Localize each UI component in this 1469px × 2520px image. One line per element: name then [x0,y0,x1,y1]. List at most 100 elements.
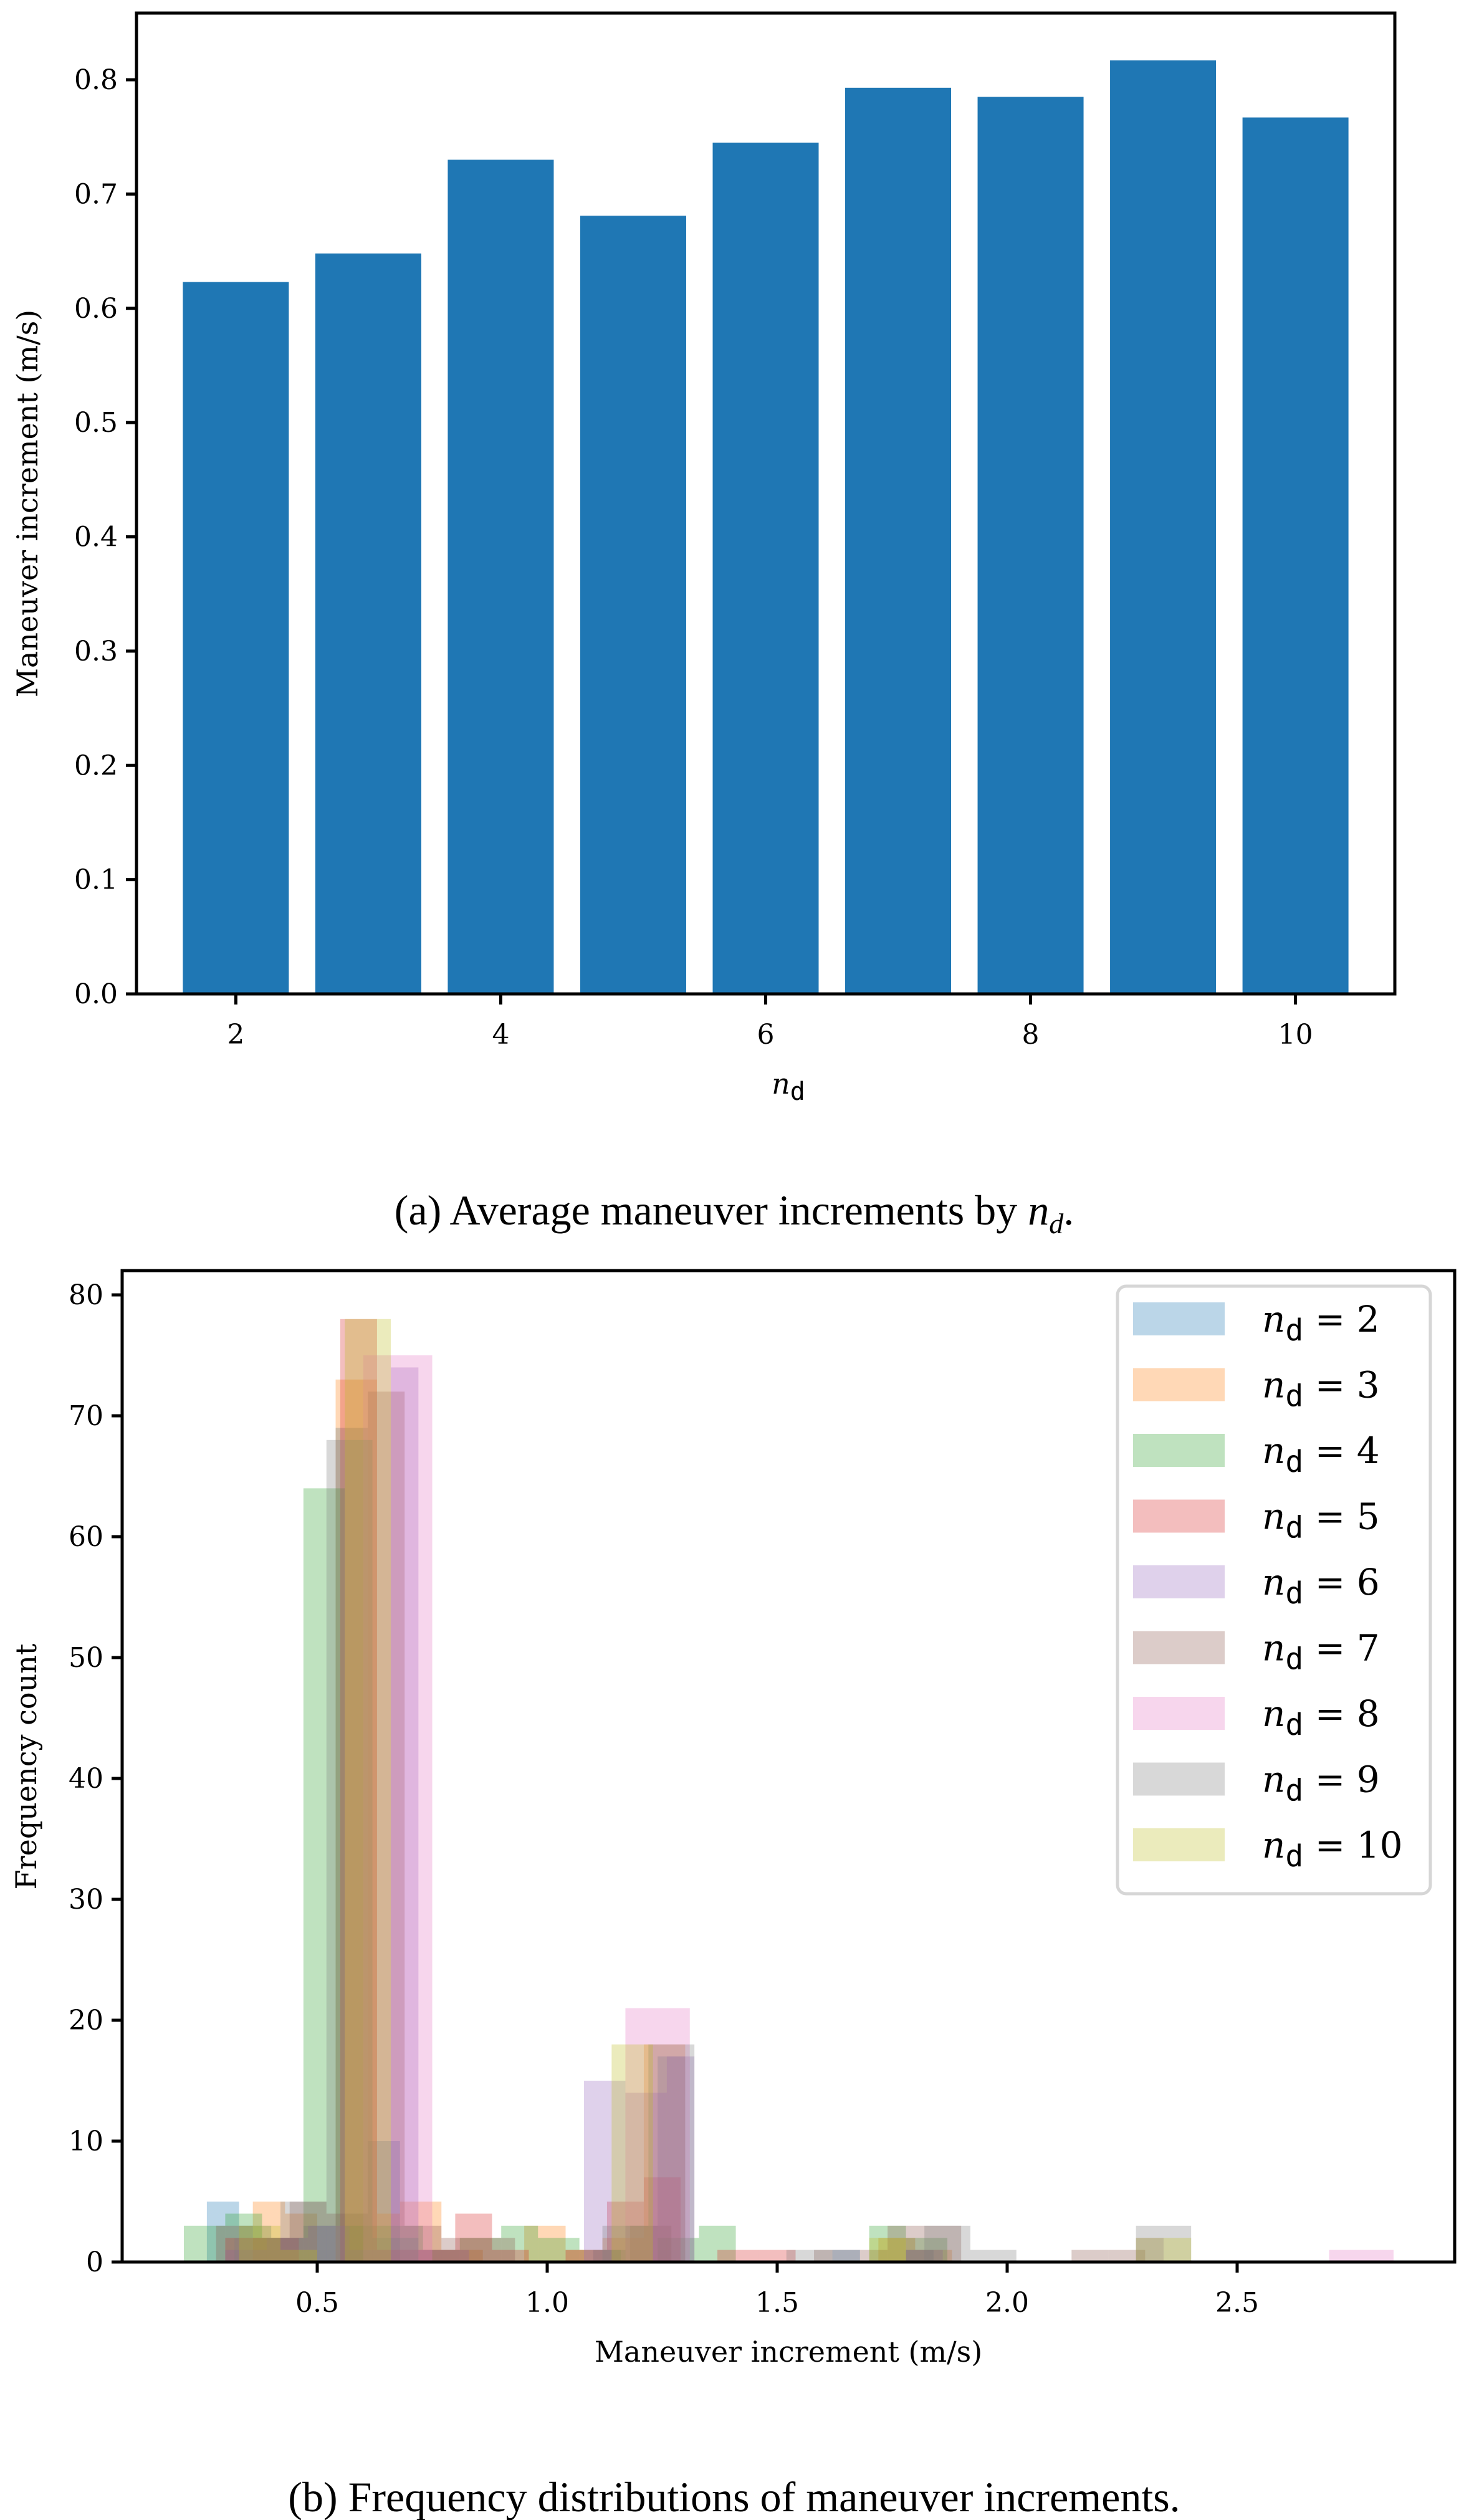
histogram-bin [643,2044,686,2262]
histogram-series-nd-7 [216,1391,1146,2262]
histogram-bin [832,2250,860,2262]
histogram-bin [906,2238,948,2262]
legend-swatch [1133,1697,1225,1730]
histogram-bin [1136,2225,1192,2262]
legend-item-nd-9: nd = 9 [1133,1759,1380,1808]
legend-swatch [1133,1302,1225,1335]
bar-nd-7 [845,87,952,995]
histogram-bin [611,2044,653,2262]
y-tick-label: 70 [69,1400,103,1432]
histogram-series-nd-8 [363,1355,1394,2262]
histogram-bin [441,2250,483,2262]
histogram-bin [391,1367,419,2262]
histogram-bin [372,2238,419,2262]
histogram-frequency-distributions: 0 10 20 30 40 50 60 70 80 0.5 1.0 1.5 2.0 2.5 Freque… [9,1269,1457,2369]
histogram-bin [584,2081,626,2262]
histogram-bin [441,2238,479,2262]
histogram-bin [239,2225,272,2262]
histogram-bin [666,2056,695,2262]
histogram-bin [643,2177,681,2262]
histogram-bin [786,2250,833,2262]
histogram-bin [478,2238,515,2262]
y-tick-label: 0.6 [74,293,118,325]
legend-swatch [1133,1499,1225,1533]
bar-nd-4 [447,160,554,994]
histogram-series-nd-9 [234,1439,1192,2262]
bar-nd-2 [183,282,289,995]
x-axis-label: nd [772,1067,805,1106]
y-tick-label: 0 [86,2246,103,2278]
bar-nd-10 [1242,117,1349,994]
histogram-bin [717,2250,759,2262]
histogram-bin [345,1319,391,2262]
histogram-bin [814,2250,851,2262]
histogram-bin [906,2250,934,2262]
y-tick-label: 0.1 [74,864,118,896]
histogram-bin [888,2225,925,2262]
x-tick-label: 10 [1278,1019,1313,1051]
histogram-bin [326,2213,368,2262]
caption-a: (a) Average maneuver increments by nd. [395,1186,1074,1239]
y-tick-label: 0.5 [74,407,118,439]
histogram-series-nd-2 [206,1428,934,2262]
histogram-bin [593,2250,626,2262]
y-tick-label: 0.2 [74,750,118,781]
legend-item-nd-6: nd = 6 [1133,1561,1380,1611]
y-tick-label: 50 [69,1642,103,1674]
histogram-bin [625,2225,658,2262]
histogram-bin [625,2093,667,2262]
x-tick-label: 2 [227,1019,244,1051]
histogram-bin [262,2238,299,2262]
y-tick-label: 0.8 [74,64,118,96]
x-tick-label: 6 [757,1019,775,1051]
y-tick-label: 60 [69,1521,103,1553]
histogram-series-nd-4 [183,1488,948,2262]
histogram-bin [303,2225,336,2262]
histogram-bin [345,2225,382,2262]
legend-label: nd = 10 [1262,1824,1403,1874]
histogram-bin [878,2238,916,2262]
histogram-bin [915,2250,952,2262]
y-axis-label: Frequency count [9,1643,43,1889]
histogram-bin [524,2225,566,2262]
histogram-bin [340,1319,377,2262]
histogram-bin [335,1428,368,2262]
bar-nd-9 [1110,60,1217,994]
histogram-bin [492,2250,529,2262]
y-axis-ticks: 0 10 20 30 40 50 60 70 80 [69,1279,122,2278]
histogram-bin [602,2225,649,2262]
histogram-bin [225,2238,262,2262]
legend-swatch [1133,1762,1225,1796]
histogram-bin [625,2008,690,2262]
histogram-bin [280,2202,327,2262]
y-tick-label: 10 [69,2126,103,2157]
legend-item-nd-8: nd = 8 [1133,1692,1380,1742]
histogram-bin [459,2238,502,2262]
histogram-bin [280,2250,317,2262]
histogram-bin [418,2250,456,2262]
histogram-bin [368,2141,400,2262]
x-tick-label: 4 [492,1019,509,1051]
legend-label: nd = 9 [1262,1759,1380,1808]
plot-frame [120,1269,1457,2264]
y-axis-ticks: 0.0 0.1 0.2 0.3 0.4 0.5 0.6 0.7 0.8 [74,64,136,1010]
legend-swatch [1133,1631,1225,1664]
legend-label: nd = 4 [1262,1429,1380,1479]
histogram-bin [565,2250,607,2262]
x-tick-label: 1.5 [755,2287,799,2319]
histogram-bin [455,2213,492,2262]
histogram-bin [262,2238,304,2262]
histogram-bin [216,2225,253,2262]
legend-swatch [1133,1368,1225,1401]
histogram-bin [658,2238,699,2262]
histogram-bin [225,2250,267,2262]
legend-item-nd-7: nd = 7 [1133,1627,1380,1677]
histogram-bin [758,2250,796,2262]
x-tick-label: 0.5 [295,2287,339,2319]
legend-swatch [1133,1434,1225,1467]
x-tick-label: 2.5 [1215,2287,1259,2319]
legend-item-nd-2: nd = 2 [1133,1298,1380,1348]
bar-nd-6 [712,142,819,995]
bar-chart-average-increments: 0.0 0.1 0.2 0.3 0.4 0.5 0.6 0.7 0.8 2 4 6 8 10 Maneu… [11,11,1397,1106]
legend-swatch [1133,1828,1225,1861]
